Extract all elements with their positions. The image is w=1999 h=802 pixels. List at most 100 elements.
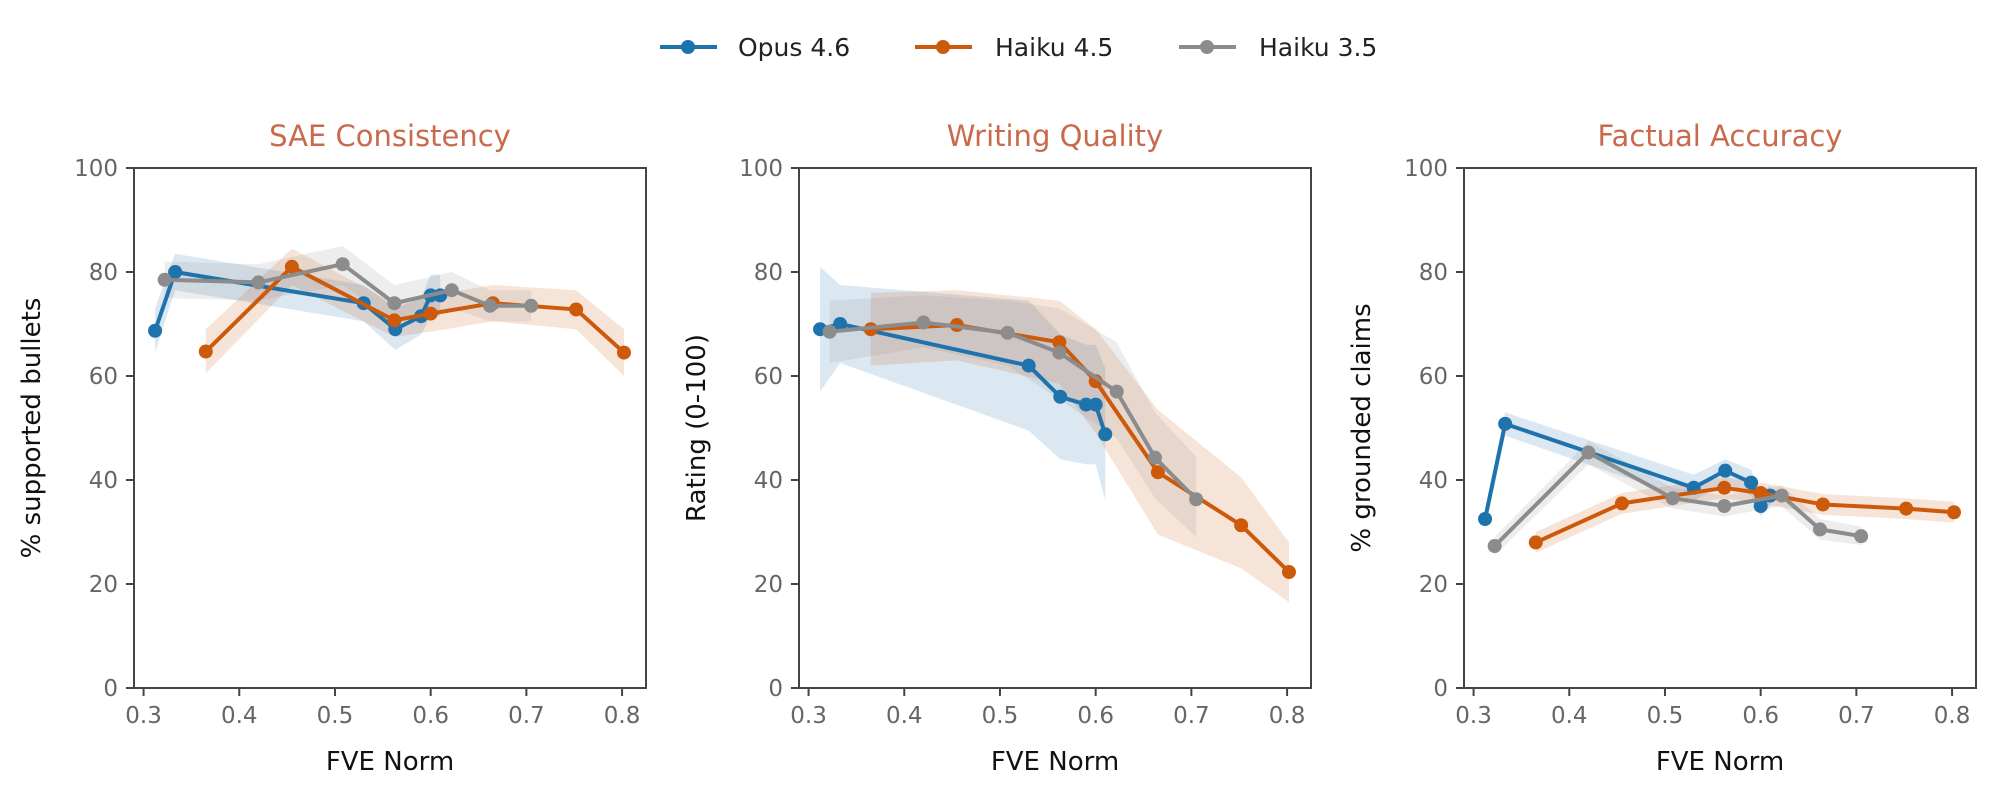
y-axis-label: Rating (0-100) <box>682 334 712 522</box>
y-axis-label: % supported bullets <box>17 298 47 559</box>
data-point-opus46 <box>1753 499 1768 513</box>
x-tick-label: 0.4 <box>221 703 258 729</box>
data-point-haiku45 <box>616 345 631 360</box>
confidence-band-haiku35 <box>829 295 1197 538</box>
y-tick-label: 20 <box>754 572 783 598</box>
legend-label-haiku35: Haiku 3.5 <box>1259 33 1377 62</box>
x-tick-label: 0.6 <box>1742 703 1779 729</box>
data-point-haiku35 <box>1813 522 1828 537</box>
data-point-haiku45 <box>1815 497 1830 512</box>
legend-marker-opus46 <box>681 40 695 54</box>
data-point-haiku35 <box>483 298 498 313</box>
x-tick-label: 0.8 <box>1934 703 1971 729</box>
plot-frame <box>798 167 1312 689</box>
y-tick-label: 100 <box>74 156 118 182</box>
data-point-haiku35 <box>916 315 931 330</box>
data-point-haiku35 <box>335 257 350 272</box>
data-point-haiku45 <box>1234 518 1249 533</box>
y-tick-label: 100 <box>1404 156 1448 182</box>
x-tick-label: 0.5 <box>1647 703 1684 729</box>
legend-label-opus46: Opus 4.6 <box>738 33 850 62</box>
chart-panel-1: SAE Consistency 0.3 0.4 0.5 0.6 0.7 0.8 0 20 40 60… <box>17 119 647 777</box>
legend-item-haiku45: Haiku 4.5 <box>915 33 1113 62</box>
plot-frame <box>133 167 647 689</box>
data-point-haiku45 <box>1899 501 1914 516</box>
data-point-opus46 <box>1088 397 1103 412</box>
x-tick-label: 0.4 <box>1551 703 1588 729</box>
data-point-haiku45 <box>1150 465 1165 480</box>
data-point-haiku35 <box>1487 539 1502 554</box>
x-tick-label: 0.7 <box>1173 703 1210 729</box>
x-tick-label: 0.6 <box>1077 703 1114 729</box>
data-point-haiku45 <box>1528 535 1543 550</box>
y-tick-label: 60 <box>1419 364 1448 390</box>
data-point-haiku45 <box>284 259 299 274</box>
y-tick-label: 80 <box>754 260 783 286</box>
y-axis-label: % grounded claims <box>1347 303 1377 552</box>
data-point-opus46 <box>1053 389 1068 404</box>
confidence-band-haiku35 <box>164 246 532 322</box>
y-tick-label: 0 <box>103 676 118 702</box>
y-tick-label: 20 <box>89 572 118 598</box>
legend-label-haiku45: Haiku 4.5 <box>995 33 1113 62</box>
legend: Opus 4.6 Haiku 4.5 Haiku 3.5 <box>660 33 1377 62</box>
data-point-haiku45 <box>1052 335 1067 350</box>
data-point-opus46 <box>1718 463 1733 478</box>
legend-marker-haiku45 <box>936 40 950 54</box>
x-tick-label: 0.3 <box>790 703 827 729</box>
legend-item-opus46: Opus 4.6 <box>660 33 850 62</box>
y-tick-label: 0 <box>768 676 783 702</box>
y-tick-label: 100 <box>739 156 783 182</box>
confidence-band-haiku45 <box>1535 477 1954 553</box>
data-point-haiku45 <box>1717 480 1732 495</box>
y-tick-label: 40 <box>89 468 118 494</box>
y-tick-label: 40 <box>754 468 783 494</box>
x-axis-label: FVE Norm <box>1656 747 1784 777</box>
data-point-opus46 <box>1098 427 1113 442</box>
data-point-haiku35 <box>1052 345 1067 360</box>
data-point-opus46 <box>1744 475 1759 490</box>
data-point-haiku35 <box>1148 450 1163 465</box>
data-point-haiku45 <box>1614 496 1629 511</box>
data-point-haiku35 <box>1665 491 1680 506</box>
data-point-haiku35 <box>1854 529 1869 544</box>
data-point-opus46 <box>168 265 183 279</box>
panel-title: SAE Consistency <box>269 119 511 153</box>
data-point-opus46 <box>1021 358 1036 373</box>
data-point-haiku35 <box>1189 492 1204 507</box>
data-point-haiku35 <box>387 296 402 311</box>
data-point-haiku35 <box>1000 325 1015 340</box>
x-axis-label: FVE Norm <box>991 747 1119 777</box>
data-point-haiku45 <box>1946 505 1961 520</box>
x-tick-label: 0.7 <box>508 703 545 729</box>
data-point-haiku45 <box>1753 486 1768 500</box>
data-point-haiku45 <box>423 306 438 321</box>
data-point-haiku35 <box>1581 445 1596 460</box>
confidence-band-haiku45 <box>870 290 1289 603</box>
data-point-opus46 <box>1498 416 1513 431</box>
panels: SAE Consistency 0.3 0.4 0.5 0.6 0.7 0.8 0 20 40 60… <box>17 119 1977 777</box>
plot-frame <box>1463 167 1977 689</box>
legend-item-haiku35: Haiku 3.5 <box>1179 33 1377 62</box>
y-tick-label: 60 <box>89 364 118 390</box>
legend-marker-haiku35 <box>1200 40 1214 54</box>
data-point-haiku35 <box>524 298 539 313</box>
y-tick-label: 0 <box>1433 676 1448 702</box>
data-point-haiku35 <box>1717 499 1732 513</box>
data-point-haiku35 <box>1109 384 1124 399</box>
data-point-opus46 <box>833 317 848 331</box>
x-tick-label: 0.6 <box>412 703 449 729</box>
data-point-opus46 <box>1478 512 1493 526</box>
y-tick-label: 40 <box>1419 468 1448 494</box>
x-tick-label: 0.5 <box>317 703 354 729</box>
chart-panel-2: Writing Quality 0.3 0.4 0.5 0.6 0.7 0.8 0 20 40 60… <box>682 119 1312 777</box>
y-tick-label: 80 <box>89 260 118 286</box>
x-tick-label: 0.3 <box>125 703 162 729</box>
data-point-opus46 <box>1079 397 1094 412</box>
x-tick-label: 0.8 <box>604 703 641 729</box>
x-tick-label: 0.3 <box>1455 703 1492 729</box>
data-point-haiku45 <box>198 344 213 359</box>
data-point-haiku45 <box>1281 565 1296 580</box>
y-tick-label: 80 <box>1419 260 1448 286</box>
